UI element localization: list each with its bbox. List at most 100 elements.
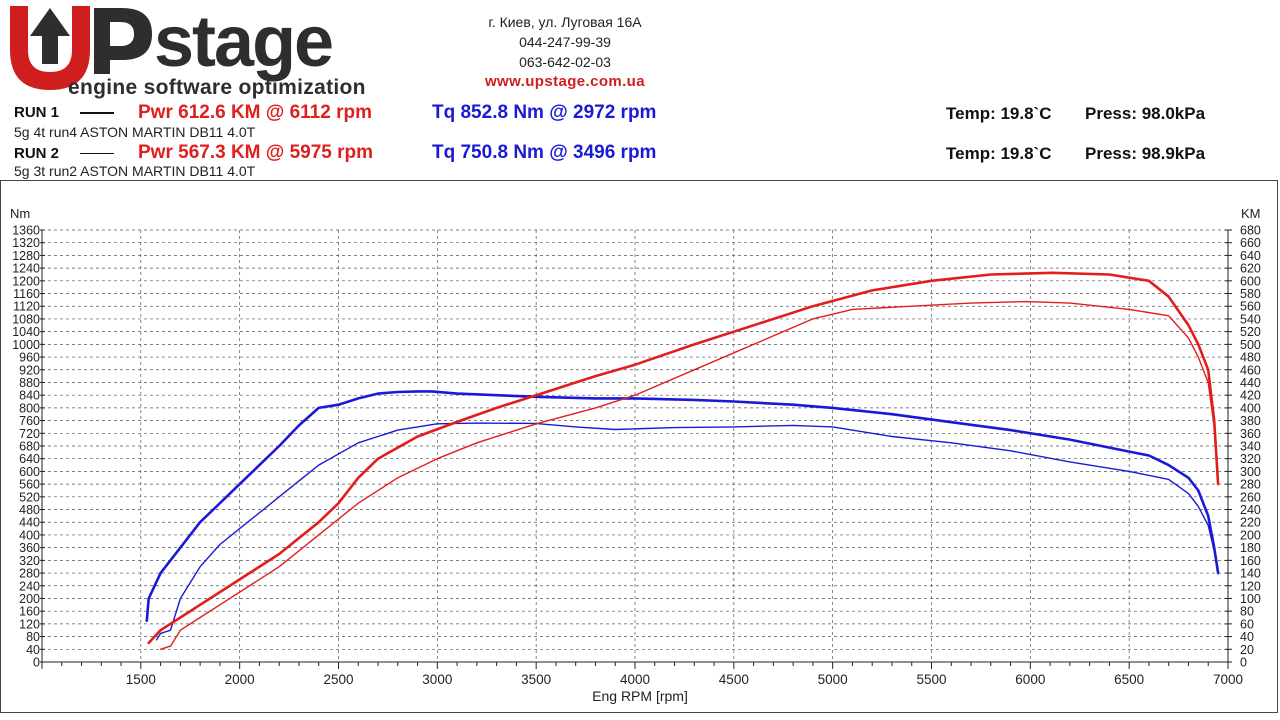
logo-tagline: engine software optimization xyxy=(68,76,366,99)
y-left-tick-label: 200 xyxy=(19,592,40,606)
y-right-tick-label: 680 xyxy=(1240,224,1261,238)
y-right-tick-label: 160 xyxy=(1240,554,1261,568)
run2-label: RUN 2 xyxy=(14,145,60,162)
y-right-tick-label: 520 xyxy=(1240,325,1261,339)
y-left-tick-label: 1280 xyxy=(12,249,40,263)
y-right-tick-label: 340 xyxy=(1240,440,1261,454)
y-right-tick-label: 20 xyxy=(1240,643,1254,657)
logo-graphic: stage xyxy=(10,2,334,90)
svg-text:stage: stage xyxy=(154,2,332,82)
y-right-tick-label: 480 xyxy=(1240,351,1261,365)
x-tick-label: 5500 xyxy=(916,672,946,687)
x-tick-label: 2000 xyxy=(225,672,255,687)
y-left-tick-label: 1320 xyxy=(12,236,40,250)
run1-temp: Temp: 19.8`C xyxy=(946,104,1052,123)
y-right-tick-label: 280 xyxy=(1240,478,1261,492)
chart-grid xyxy=(42,229,1229,662)
y-right-tick-label: 80 xyxy=(1240,605,1254,619)
x-tick-label: 4500 xyxy=(719,672,749,687)
y-axis-right-label: KM xyxy=(1241,206,1261,221)
y-left-tick-label: 1240 xyxy=(12,262,40,276)
y-left-tick-label: 840 xyxy=(19,389,40,403)
y-right-tick-label: 660 xyxy=(1240,236,1261,250)
y-right-tick-label: 0 xyxy=(1240,656,1247,670)
y-left-tick-label: 1040 xyxy=(12,325,40,339)
y-left-tick-label: 1360 xyxy=(12,224,40,238)
y-right-tick-label: 200 xyxy=(1240,528,1261,542)
run2-line-sample xyxy=(80,153,114,155)
x-tick-label: 5000 xyxy=(818,672,848,687)
series-line-0 xyxy=(145,390,1220,622)
run2-temp: Temp: 19.8`C xyxy=(946,144,1052,163)
y-right-tick-label: 420 xyxy=(1240,389,1261,403)
run1-legend: RUN 1 xyxy=(14,104,136,122)
series-line-2 xyxy=(147,271,1220,645)
y-left-tick-label: 480 xyxy=(19,503,40,517)
y-left-tick-label: 640 xyxy=(19,452,40,466)
y-right-tick-label: 580 xyxy=(1240,287,1261,301)
phone-1: 044-247-99-39 xyxy=(519,34,611,50)
y-axis-left-label: Nm xyxy=(10,206,30,221)
address-text: г. Киев, ул. Луговая 16А xyxy=(488,14,642,30)
run1-label: RUN 1 xyxy=(14,104,60,121)
run1-power: Pwr 612.6 KM @ 6112 rpm xyxy=(138,102,372,123)
series-line-1 xyxy=(155,422,1219,641)
y-left-tick-label: 320 xyxy=(19,554,40,568)
y-right-tick-label: 220 xyxy=(1240,516,1261,530)
run2-press: Press: 98.9kPa xyxy=(1085,144,1206,163)
y-right-tick-label: 620 xyxy=(1240,262,1261,276)
y-left-tick-label: 80 xyxy=(26,630,40,644)
y-left-tick-label: 240 xyxy=(19,579,40,593)
run1-desc: 5g 4t run4 ASTON MARTIN DB11 4.0T xyxy=(14,124,256,140)
contact-block: г. Киев, ул. Луговая 16А 044-247-99-39 0… xyxy=(440,12,690,92)
y-right-tick-label: 360 xyxy=(1240,427,1261,441)
y-left-tick-label: 520 xyxy=(19,490,40,504)
y-right-tick-label: 300 xyxy=(1240,465,1261,479)
y-left-tick-label: 160 xyxy=(19,605,40,619)
run1-torque: Tq 852.8 Nm @ 2972 rpm xyxy=(432,102,657,123)
x-tick-label: 3000 xyxy=(422,672,452,687)
series-line-3 xyxy=(159,300,1219,650)
y-left-tick-label: 800 xyxy=(19,401,40,415)
y-left-tick-label: 560 xyxy=(19,478,40,492)
y-left-tick-label: 920 xyxy=(19,363,40,377)
run2-power: Pwr 567.3 KM @ 5975 rpm xyxy=(138,142,374,163)
y-left-tick-label: 720 xyxy=(19,427,40,441)
y-right-tick-label: 460 xyxy=(1240,363,1261,377)
y-right-tick-label: 180 xyxy=(1240,541,1261,555)
x-tick-label: 6000 xyxy=(1015,672,1045,687)
y-left-tick-label: 760 xyxy=(19,414,40,428)
y-right-tick-label: 140 xyxy=(1240,567,1261,581)
y-right-tick-label: 540 xyxy=(1240,312,1261,326)
y-right-tick-label: 500 xyxy=(1240,338,1261,352)
upstage-logo: stage engine software optimization xyxy=(4,2,406,99)
website-link[interactable]: www.upstage.com.ua xyxy=(484,73,645,90)
x-tick-label: 6500 xyxy=(1114,672,1144,687)
x-tick-label: 2500 xyxy=(323,672,353,687)
y-left-tick-label: 960 xyxy=(19,351,40,365)
y-left-tick-label: 0 xyxy=(33,656,40,670)
y-left-tick-label: 280 xyxy=(19,567,40,581)
y-right-tick-label: 40 xyxy=(1240,630,1254,644)
run2-legend: RUN 2 xyxy=(14,145,136,163)
y-left-tick-label: 440 xyxy=(19,516,40,530)
x-tick-label: 3500 xyxy=(521,672,551,687)
y-left-tick-label: 1200 xyxy=(12,274,40,288)
x-tick-label: 4000 xyxy=(620,672,650,687)
y-right-tick-label: 440 xyxy=(1240,376,1261,390)
y-right-tick-label: 320 xyxy=(1240,452,1261,466)
y-right-tick-label: 240 xyxy=(1240,503,1261,517)
y-left-tick-label: 120 xyxy=(19,617,40,631)
run2-desc: 5g 3t run2 ASTON MARTIN DB11 4.0T xyxy=(14,163,256,179)
y-right-tick-label: 400 xyxy=(1240,401,1261,415)
dyno-chart-frame xyxy=(0,180,1278,713)
y-left-tick-label: 600 xyxy=(19,465,40,479)
y-right-tick-label: 380 xyxy=(1240,414,1261,428)
y-left-tick-label: 880 xyxy=(19,376,40,390)
y-right-tick-label: 600 xyxy=(1240,274,1261,288)
y-left-tick-label: 1120 xyxy=(13,300,40,314)
chart-series xyxy=(145,271,1220,650)
x-tick-label: 7000 xyxy=(1213,672,1243,687)
y-left-tick-label: 1160 xyxy=(13,287,40,301)
y-right-tick-label: 120 xyxy=(1240,579,1261,593)
